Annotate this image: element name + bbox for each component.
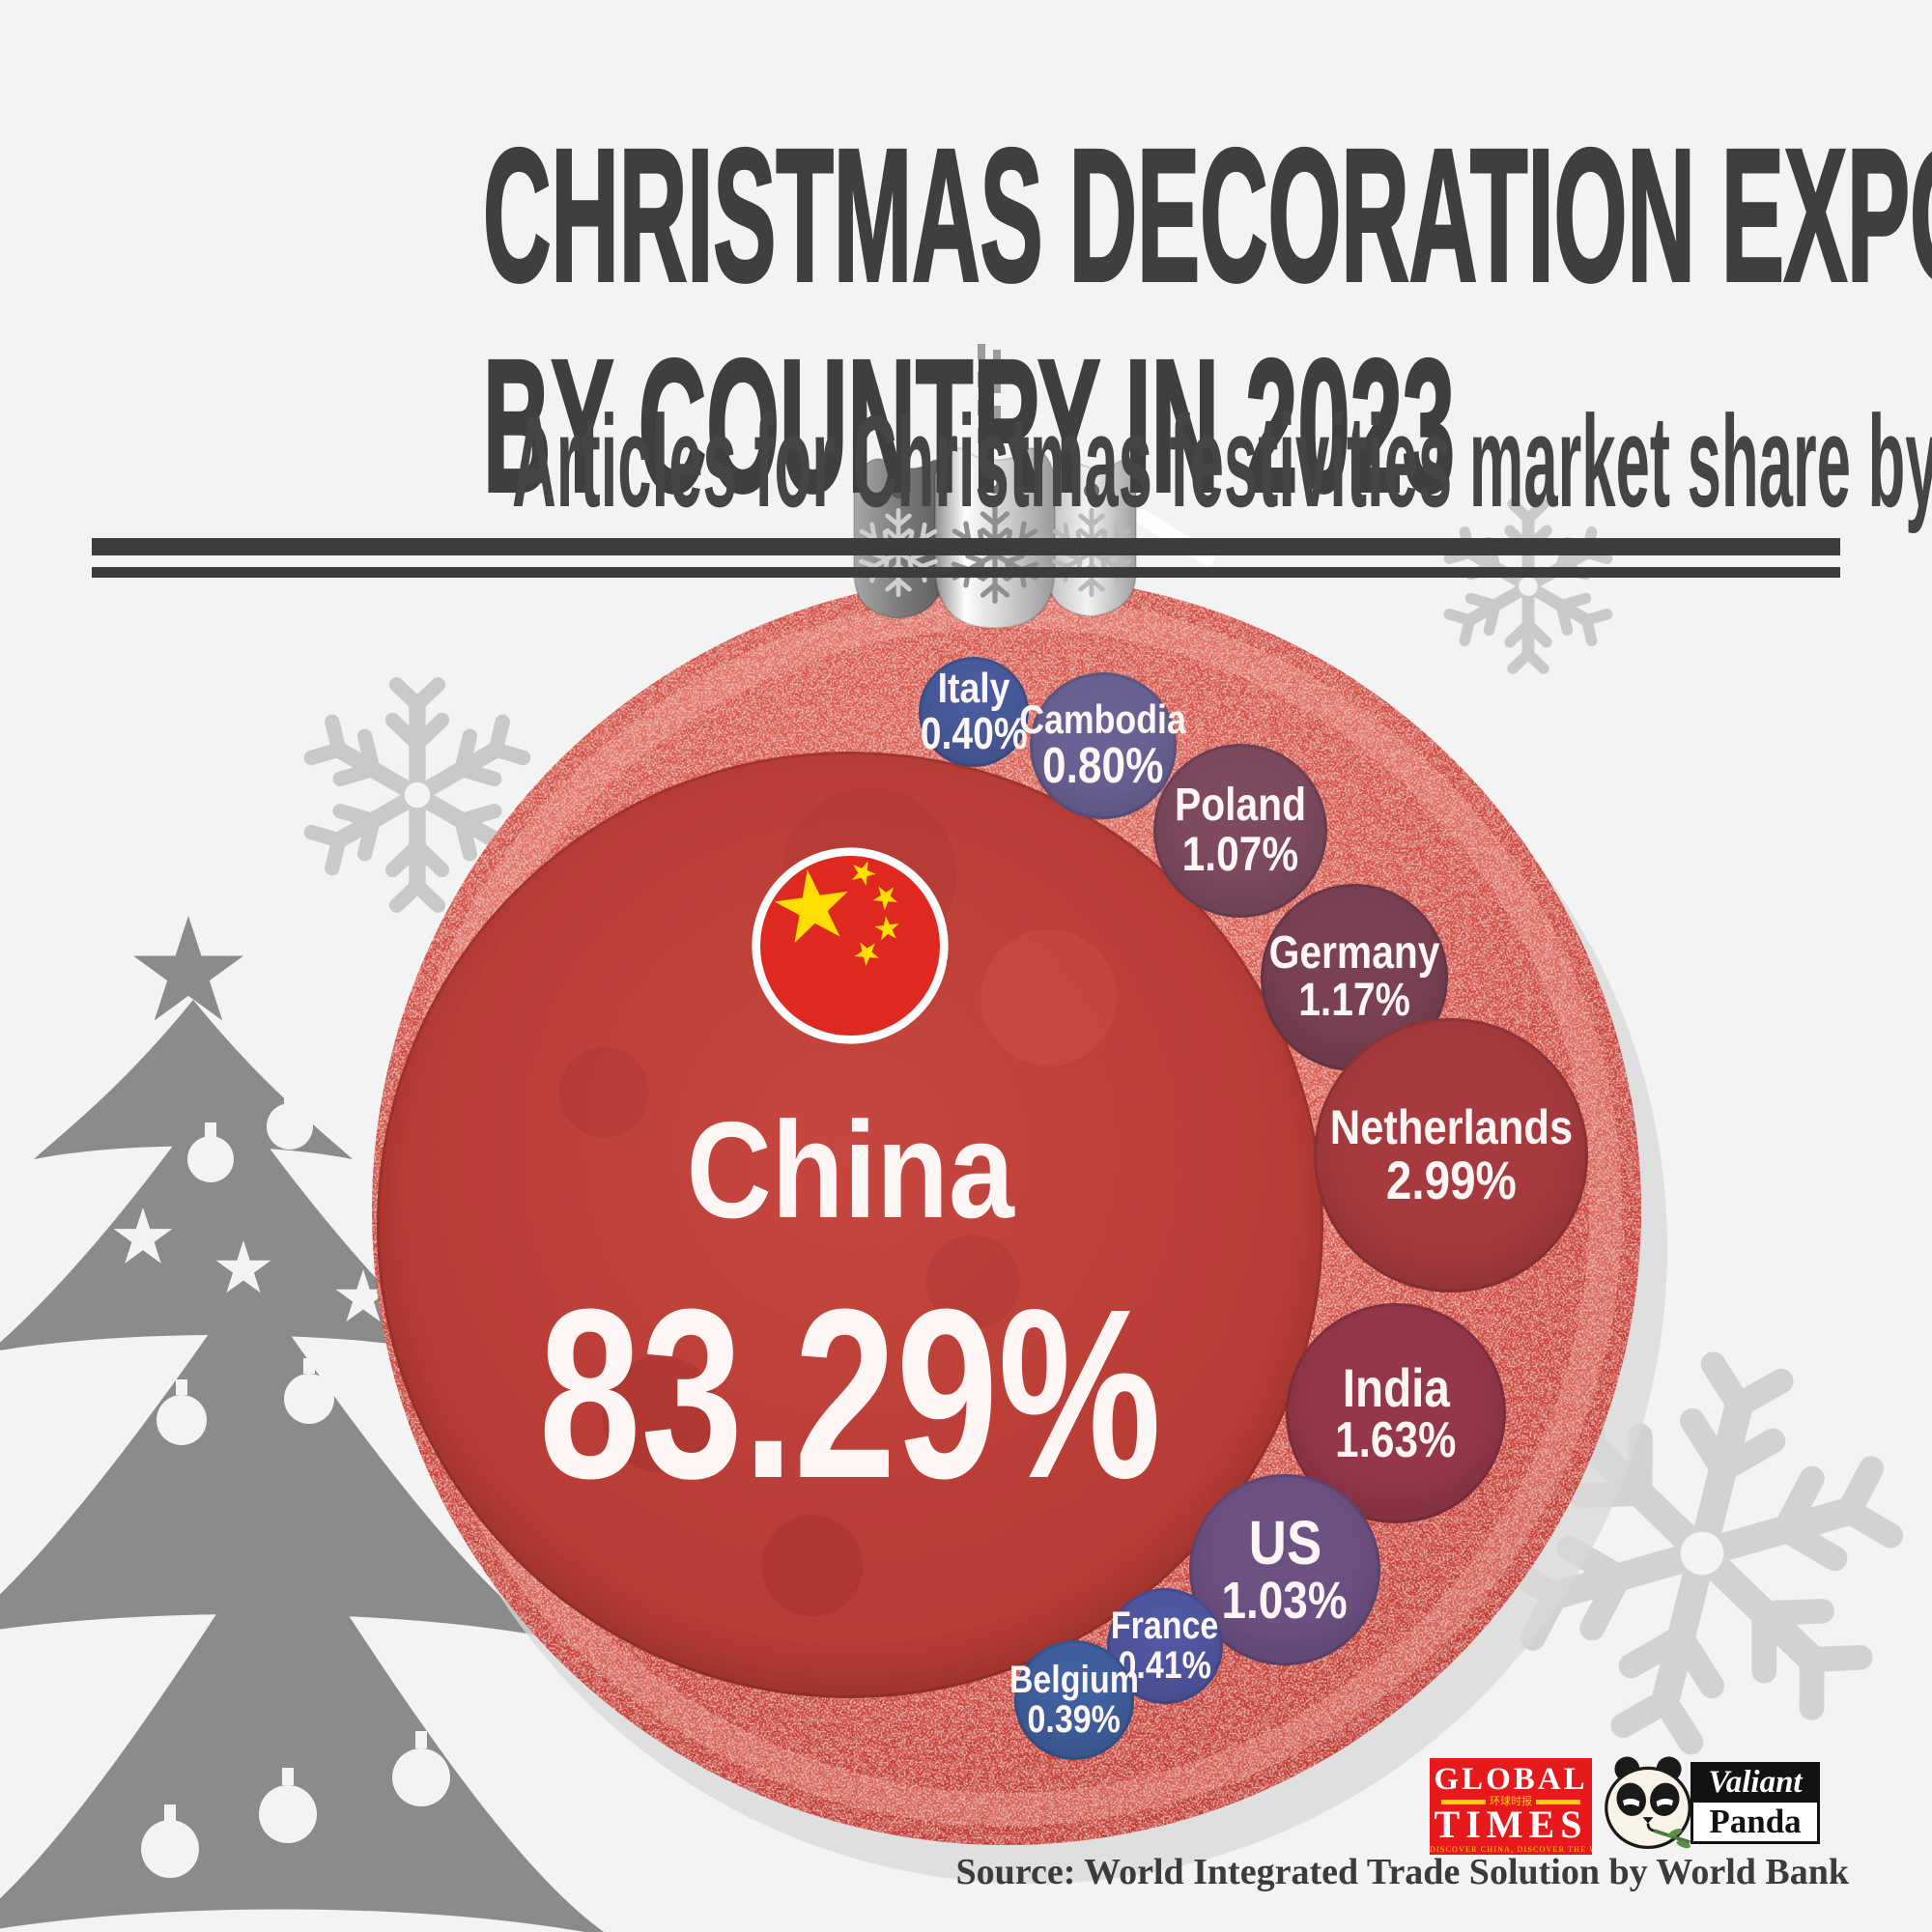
page-title-line1: CHRISTMAS DECORATION EXPORTS [482, 110, 1932, 321]
global-times-word-times: TIMES [1434, 1803, 1588, 1846]
bubble-value-label: 1.03% [1221, 1572, 1349, 1631]
bubble-value-label: 1.17% [1298, 975, 1410, 1026]
bubble-country-label: Belgium [1009, 1659, 1140, 1702]
title-rule-thick [92, 538, 1840, 555]
bubble-country-label: Poland [1174, 780, 1306, 832]
christmas-tree-icon [0, 916, 605, 1932]
title-rule-thin [92, 567, 1840, 578]
bubble-poland: Poland 1.07% [1153, 744, 1327, 918]
bubble-country-label: Italy [937, 665, 1010, 713]
bubble-india: India 1.63% [1286, 1303, 1506, 1523]
global-times-logo: GLOBAL 环球时报 TIMES DISCOVER CHINA, DISCOV… [1430, 1758, 1592, 1855]
global-times-tagline: DISCOVER CHINA, DISCOVER THE WORLD [1430, 1845, 1592, 1854]
logo-accent-bar [1441, 1799, 1486, 1804]
page-title-line2: BY COUNTRY IN 2023 [482, 321, 1456, 531]
valiant-word: Valiant [1690, 1762, 1820, 1803]
china-flag-icon [752, 847, 949, 1044]
bubble-country-label: US [1248, 1507, 1321, 1577]
bubble-value-label: 1.63% [1335, 1412, 1457, 1469]
bubble-value-label: 0.41% [1118, 1644, 1212, 1687]
source-note: Source: World Integrated Trade Solution … [955, 1852, 1849, 1892]
bubble-france: France 0.41% [1107, 1588, 1223, 1704]
bubble-belgium: Belgium 0.39% [1009, 1640, 1139, 1760]
bubble-cambodia: Cambodia 0.80% [1020, 672, 1186, 819]
bubble-value-label: 0.80% [1042, 737, 1164, 794]
global-times-chinese: 环球时报 [1490, 1795, 1532, 1807]
logo-accent-bar [1536, 1799, 1580, 1804]
bubble-country-label: Cambodia [1019, 696, 1187, 743]
bubble-italy: Italy 0.40% [919, 657, 1029, 767]
bubble-value-label: 83.29% [538, 1258, 1162, 1528]
subtitle: Articles for Christmas festivities marke… [512, 388, 1932, 534]
bubble-netherlands: Netherlands 2.99% [1314, 1018, 1588, 1293]
bubble-value-label: 2.99% [1385, 1149, 1517, 1210]
bubble-value-label: 0.39% [1027, 1698, 1122, 1741]
valiant-panda-logo: Valiant Panda [1596, 1750, 1828, 1857]
bubble-china: China 83.29% [377, 752, 1323, 1698]
panda-word: Panda [1690, 1803, 1820, 1844]
hanger-string-icon [978, 344, 1001, 454]
bubble-country-label: Germany [1268, 927, 1440, 980]
bubble-country-label: China [686, 1094, 1014, 1247]
global-times-word-global: GLOBAL [1434, 1762, 1588, 1797]
bubble-value-label: 1.07% [1181, 826, 1299, 881]
bubble-country-label: India [1342, 1356, 1450, 1418]
bubble-value-label: 0.40% [920, 707, 1028, 758]
bubble-country-label: Netherlands [1329, 1099, 1573, 1154]
bubble-country-label: France [1111, 1605, 1219, 1648]
panda-icon [1605, 1756, 1691, 1850]
